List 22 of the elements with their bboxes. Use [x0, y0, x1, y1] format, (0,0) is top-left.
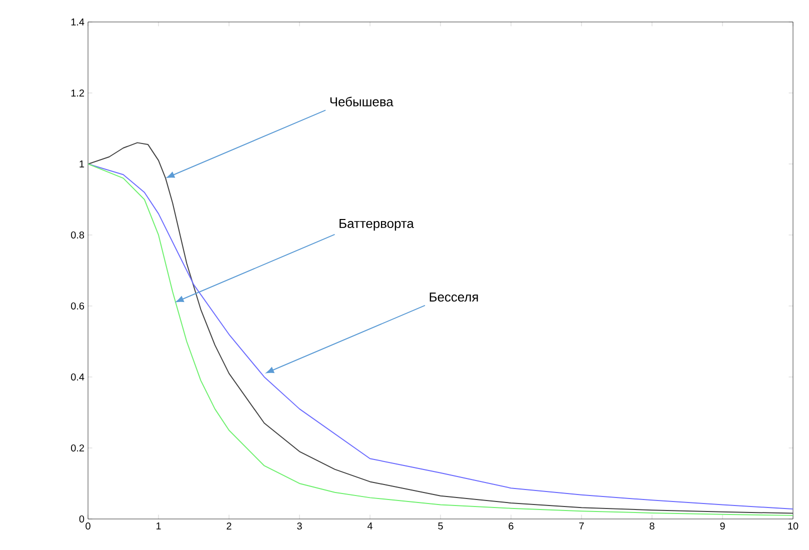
x-tick-label: 4 [367, 522, 372, 530]
x-tick-label: 3 [297, 522, 302, 530]
x-tick-label: 6 [508, 522, 514, 530]
annotation: Баттерворта [340, 219, 414, 231]
y-tick-label: 0 [79, 515, 84, 523]
y-tick-label: 1.2 [71, 90, 84, 96]
x-tick-label: 2 [226, 522, 232, 530]
y-tick-label: 1.4 [71, 18, 84, 26]
x-tick-label: 5 [438, 522, 443, 530]
y-tick-label: 0.8 [71, 231, 84, 239]
x-tick-label: 7 [579, 522, 584, 530]
annotation: Чебышева [330, 96, 394, 106]
x-tick-label: 8 [650, 522, 654, 530]
y-tick-label: 0.4 [71, 373, 84, 381]
x-tick-label: 1 [156, 522, 161, 530]
x-tick-label: 10 [788, 522, 798, 530]
x-tick-label: 0 [86, 522, 90, 530]
x-tick-label: 9 [720, 522, 725, 530]
y-tick-label: 0.6 [71, 302, 84, 310]
annotation: Бесселя [430, 292, 478, 302]
y-tick-label: 0.2 [71, 444, 84, 452]
y-tick-label: 1 [80, 160, 84, 168]
